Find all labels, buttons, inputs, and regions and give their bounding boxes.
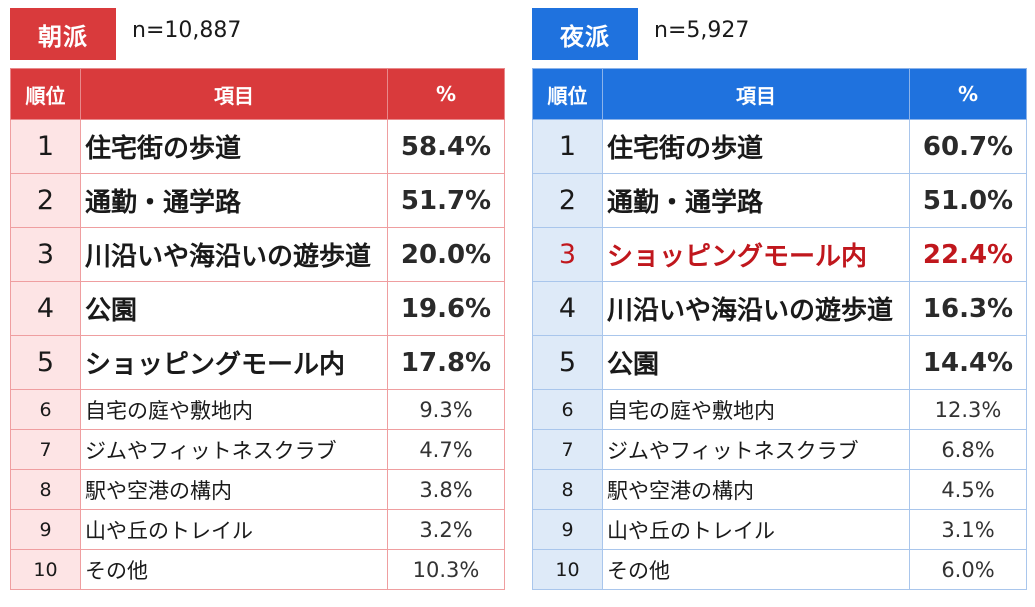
percent-cell: 22.4% — [909, 227, 1027, 282]
percent-cell: 19.6% — [387, 281, 505, 336]
rank-cell: 9 — [10, 509, 81, 550]
table-row: 4 川沿いや海沿いの遊歩道 16.3% — [532, 281, 1027, 336]
rank-header: 順位 — [10, 68, 81, 120]
table-row: 3 川沿いや海沿いの遊歩道 20.0% — [10, 227, 505, 282]
table-header-row: 順位 項目 % — [10, 68, 505, 120]
table-row: 10 その他 10.3% — [10, 549, 505, 590]
table-row: 6 自宅の庭や敷地内 9.3% — [10, 389, 505, 430]
rank-cell: 5 — [10, 335, 81, 390]
table-row: 2 通勤・通学路 51.7% — [10, 173, 505, 228]
table-row: 8 駅や空港の構内 3.8% — [10, 469, 505, 510]
percent-header: % — [909, 68, 1027, 120]
item-cell: 公園 — [602, 335, 910, 390]
percent-cell: 20.0% — [387, 227, 505, 282]
item-cell: 自宅の庭や敷地内 — [80, 389, 388, 430]
item-cell: 駅や空港の構内 — [602, 469, 910, 510]
rank-cell: 1 — [532, 119, 603, 174]
table-row: 9 山や丘のトレイル 3.1% — [532, 509, 1027, 550]
table-row: 2 通勤・通学路 51.0% — [532, 173, 1027, 228]
morning-label: 朝派 — [10, 8, 116, 60]
percent-cell: 14.4% — [909, 335, 1027, 390]
table-row: 4 公園 19.6% — [10, 281, 505, 336]
table-row: 1 住宅街の歩道 58.4% — [10, 119, 505, 174]
morning-sample-size: n=10,887 — [132, 18, 242, 43]
table-row: 1 住宅街の歩道 60.7% — [532, 119, 1027, 174]
rank-cell: 6 — [532, 389, 603, 430]
item-cell: ショッピングモール内 — [80, 335, 388, 390]
rank-cell: 8 — [532, 469, 603, 510]
rank-header: 順位 — [532, 68, 603, 120]
percent-cell: 10.3% — [387, 549, 505, 590]
percent-cell: 12.3% — [909, 389, 1027, 430]
percent-cell: 60.7% — [909, 119, 1027, 174]
rank-cell: 2 — [532, 173, 603, 228]
item-cell: ショッピングモール内 — [602, 227, 910, 282]
item-cell: 自宅の庭や敷地内 — [602, 389, 910, 430]
item-cell: 住宅街の歩道 — [80, 119, 388, 174]
table-row: 5 ショッピングモール内 17.8% — [10, 335, 505, 390]
percent-cell: 9.3% — [387, 389, 505, 430]
table-row: 7 ジムやフィットネスクラブ 4.7% — [10, 429, 505, 470]
percent-cell: 6.0% — [909, 549, 1027, 590]
rank-cell: 4 — [10, 281, 81, 336]
percent-cell: 17.8% — [387, 335, 505, 390]
night-sample-size: n=5,927 — [654, 18, 750, 43]
percent-cell: 16.3% — [909, 281, 1027, 336]
item-cell: 川沿いや海沿いの遊歩道 — [602, 281, 910, 336]
item-cell: 公園 — [80, 281, 388, 336]
highlighted-table-row: 3 ショッピングモール内 22.4% — [532, 227, 1027, 282]
percent-header: % — [387, 68, 505, 120]
rank-cell: 8 — [10, 469, 81, 510]
rank-cell: 2 — [10, 173, 81, 228]
rank-cell: 5 — [532, 335, 603, 390]
percent-cell: 51.0% — [909, 173, 1027, 228]
percent-cell: 6.8% — [909, 429, 1027, 470]
item-cell: 川沿いや海沿いの遊歩道 — [80, 227, 388, 282]
night-header: 夜派 n=5,927 — [532, 8, 1026, 62]
rank-cell: 10 — [532, 549, 603, 590]
item-header: 項目 — [80, 68, 388, 120]
table-row: 8 駅や空港の構内 4.5% — [532, 469, 1027, 510]
morning-header: 朝派 n=10,887 — [10, 8, 504, 62]
percent-cell: 4.5% — [909, 469, 1027, 510]
table-row: 6 自宅の庭や敷地内 12.3% — [532, 389, 1027, 430]
table-row: 9 山や丘のトレイル 3.2% — [10, 509, 505, 550]
rank-cell: 4 — [532, 281, 603, 336]
morning-panel: 朝派 n=10,887 順位 項目 % 1 住宅街の歩道 58.4% 2 通勤・… — [10, 8, 505, 590]
rank-cell: 10 — [10, 549, 81, 590]
table-header-row: 順位 項目 % — [532, 68, 1027, 120]
rank-cell: 7 — [10, 429, 81, 470]
item-cell: その他 — [602, 549, 910, 590]
item-header: 項目 — [602, 68, 910, 120]
item-cell: 山や丘のトレイル — [80, 509, 388, 550]
percent-cell: 3.2% — [387, 509, 505, 550]
night-label: 夜派 — [532, 8, 638, 60]
table-row: 7 ジムやフィットネスクラブ 6.8% — [532, 429, 1027, 470]
item-cell: その他 — [80, 549, 388, 590]
item-cell: 住宅街の歩道 — [602, 119, 910, 174]
item-cell: ジムやフィットネスクラブ — [602, 429, 910, 470]
percent-cell: 3.8% — [387, 469, 505, 510]
rank-cell: 3 — [532, 227, 603, 282]
item-cell: 通勤・通学路 — [80, 173, 388, 228]
percent-cell: 3.1% — [909, 509, 1027, 550]
percent-cell: 58.4% — [387, 119, 505, 174]
table-row: 10 その他 6.0% — [532, 549, 1027, 590]
rank-cell: 1 — [10, 119, 81, 174]
item-cell: 駅や空港の構内 — [80, 469, 388, 510]
night-panel: 夜派 n=5,927 順位 項目 % 1 住宅街の歩道 60.7% 2 通勤・通… — [532, 8, 1027, 590]
rank-cell: 6 — [10, 389, 81, 430]
rank-cell: 3 — [10, 227, 81, 282]
item-cell: 山や丘のトレイル — [602, 509, 910, 550]
percent-cell: 4.7% — [387, 429, 505, 470]
table-row: 5 公園 14.4% — [532, 335, 1027, 390]
item-cell: ジムやフィットネスクラブ — [80, 429, 388, 470]
rank-cell: 9 — [532, 509, 603, 550]
night-ranking-table: 順位 項目 % 1 住宅街の歩道 60.7% 2 通勤・通学路 51.0% 3 … — [532, 68, 1027, 590]
morning-ranking-table: 順位 項目 % 1 住宅街の歩道 58.4% 2 通勤・通学路 51.7% 3 … — [10, 68, 505, 590]
rank-cell: 7 — [532, 429, 603, 470]
percent-cell: 51.7% — [387, 173, 505, 228]
item-cell: 通勤・通学路 — [602, 173, 910, 228]
